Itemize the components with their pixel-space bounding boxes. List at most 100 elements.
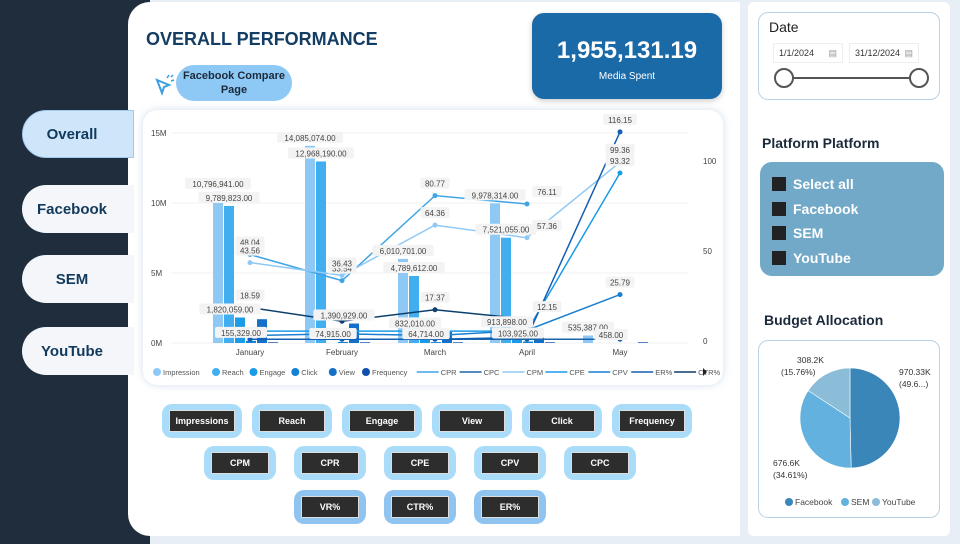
platform-option-facebook[interactable]: Facebook [772, 197, 932, 222]
data-label-text: 12.15 [537, 303, 558, 312]
legend-item-cpv: CPV [588, 368, 628, 377]
metric-button-cpe[interactable]: CPE [384, 446, 456, 480]
data-label-text: 1,820,059.00 [207, 306, 254, 315]
point-cpr [432, 193, 438, 199]
data-label-bg [605, 155, 635, 167]
bar-frequency [268, 342, 278, 343]
metric-button-cpv[interactable]: CPV [474, 446, 546, 480]
data-label-text: 18.59 [240, 292, 261, 301]
nav-youtube[interactable]: YouTube [22, 327, 134, 375]
data-label: 155,329.00 [215, 326, 267, 338]
platform-option-select-all[interactable]: Select all [772, 172, 932, 197]
bar-frequency [360, 342, 370, 343]
data-label-bg [215, 326, 267, 338]
data-label: 43.56 [235, 244, 265, 256]
data-label: 458.00 [594, 328, 628, 340]
data-label: 9,978,314.00 [464, 189, 526, 201]
metric-button-label: Reach [259, 410, 325, 432]
legend-label: CPE [569, 368, 584, 377]
data-label-bg [464, 189, 526, 201]
metric-button-cpr[interactable]: CPR [294, 446, 366, 480]
legend-marker [872, 498, 880, 506]
platform-title: Platform Platform [762, 135, 880, 151]
cursor-click-icon [155, 74, 175, 96]
bar-impression [305, 145, 315, 343]
metric-button-view[interactable]: View [432, 404, 512, 438]
metric-button-ctr-pct[interactable]: CTR% [384, 490, 456, 524]
legend-label: CPM [527, 368, 544, 377]
data-label-text: 33.54 [332, 265, 353, 274]
data-label-text: 80.77 [425, 180, 446, 189]
data-label-bg [475, 223, 537, 235]
data-label-text: 535,387.00 [568, 324, 609, 333]
legend-label: CPC [484, 368, 500, 377]
data-label-bg [481, 316, 533, 328]
start-date-value: 1/1/2024 [779, 48, 815, 58]
nav-sem[interactable]: SEM [22, 255, 134, 303]
metric-button-reach[interactable]: Reach [252, 404, 332, 438]
data-label-text: 14,085,074.00 [284, 134, 336, 143]
metric-button-cpm[interactable]: CPM [204, 446, 276, 480]
data-label-bg [235, 244, 265, 256]
checkbox[interactable] [772, 177, 786, 192]
metric-button-frequency[interactable]: Frequency [612, 404, 692, 438]
metric-button-label: Impressions [169, 410, 235, 432]
calendar-icon[interactable]: ▤ [904, 48, 913, 58]
end-date-value: 31/12/2024 [855, 48, 901, 58]
checkbox[interactable] [772, 201, 786, 216]
data-label-bg [603, 113, 637, 125]
facebook-compare-button[interactable]: Facebook Compare Page [176, 65, 292, 101]
legend-label: CPR [441, 368, 457, 377]
data-label-text: 10,796,941.00 [192, 180, 244, 189]
data-label: 103,925.00 [492, 327, 544, 339]
bar-reach [224, 205, 234, 343]
legend-item-frequency: Frequency [362, 368, 408, 377]
date-slider-start-handle[interactable] [774, 68, 794, 88]
legend-label: Click [301, 368, 317, 377]
metric-button-label: CTR% [391, 496, 449, 518]
data-label-text: 64,714.00 [408, 330, 444, 339]
calendar-icon[interactable]: ▤ [828, 48, 837, 58]
start-date-input[interactable]: 1/1/2024 ▤ [773, 43, 843, 63]
data-label: 57.36 [532, 219, 562, 231]
legend-label: CTR% [698, 368, 720, 377]
data-label-bg [532, 301, 562, 313]
end-date-input[interactable]: 31/12/2024 ▤ [849, 43, 919, 63]
data-label-bg [372, 244, 434, 256]
x-axis-tick: February [326, 348, 358, 357]
metric-button-cpc[interactable]: CPC [564, 446, 636, 480]
data-label-text: 12,968,190.00 [295, 149, 347, 158]
nav-overall[interactable]: Overall [22, 110, 134, 158]
option-label: YouTube [793, 249, 851, 266]
data-label-bg [605, 276, 635, 288]
legend-item-sem: SEM [851, 497, 869, 507]
date-slider-end-handle[interactable] [909, 68, 929, 88]
bar-click [246, 340, 256, 343]
metric-button-vr-pct[interactable]: VR% [294, 490, 366, 524]
metric-button-impressions[interactable]: Impressions [162, 404, 242, 438]
data-label-bg [198, 191, 260, 203]
metric-button-engage[interactable]: Engage [342, 404, 422, 438]
metric-button-label: VR% [301, 496, 359, 518]
legend-next-arrow-icon [703, 368, 707, 376]
metric-button-label: CPC [571, 452, 629, 474]
data-label-text: 913,898.00 [487, 318, 528, 327]
data-label: 116.15 [603, 113, 637, 125]
platform-option-sem[interactable]: SEM [772, 221, 932, 246]
checkbox[interactable] [772, 226, 786, 241]
bar-frequency [545, 342, 555, 343]
nav-facebook[interactable]: Facebook [22, 185, 134, 233]
bar-reach [501, 237, 511, 343]
point-er% [617, 129, 623, 135]
data-label: 12.15 [532, 301, 562, 313]
x-axis-tick: April [519, 348, 535, 357]
pie-label-percent: (15.76%) [781, 367, 816, 377]
metric-button-er-pct[interactable]: ER% [474, 490, 546, 524]
platform-option-youtube[interactable]: YouTube [772, 246, 932, 271]
legend-item-reach: Reach [212, 368, 244, 377]
legend-item-view: View [328, 368, 356, 377]
data-label: 1,390,929.00 [313, 309, 375, 321]
checkbox[interactable] [772, 250, 786, 265]
bar-click [523, 341, 533, 343]
metric-button-click[interactable]: Click [522, 404, 602, 438]
